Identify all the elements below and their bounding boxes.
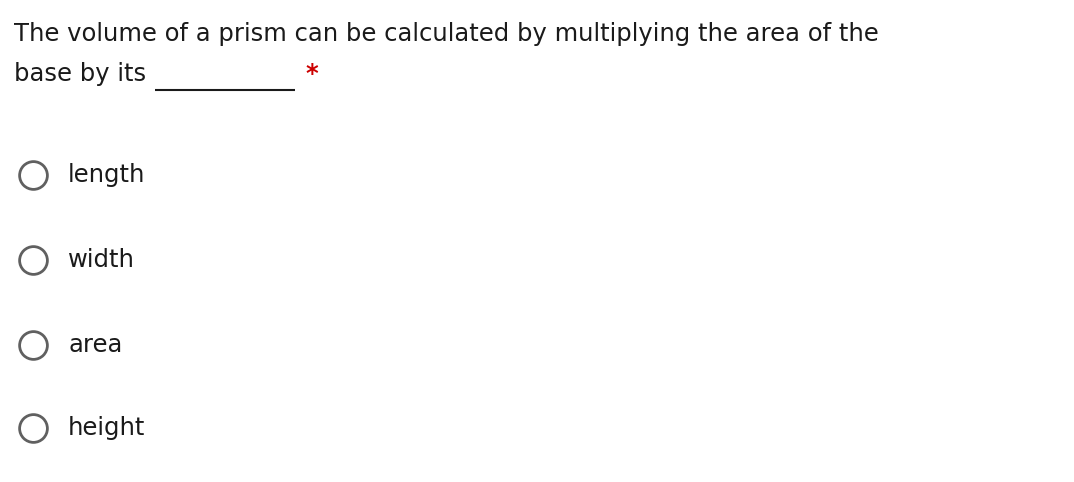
Text: base by its: base by its — [14, 62, 146, 86]
Text: height: height — [68, 416, 145, 440]
Text: length: length — [68, 163, 145, 187]
Text: The volume of a prism can be calculated by multiplying the area of the: The volume of a prism can be calculated … — [14, 22, 879, 46]
Text: *: * — [305, 62, 318, 86]
Text: area: area — [68, 333, 122, 357]
Text: width: width — [68, 248, 135, 272]
